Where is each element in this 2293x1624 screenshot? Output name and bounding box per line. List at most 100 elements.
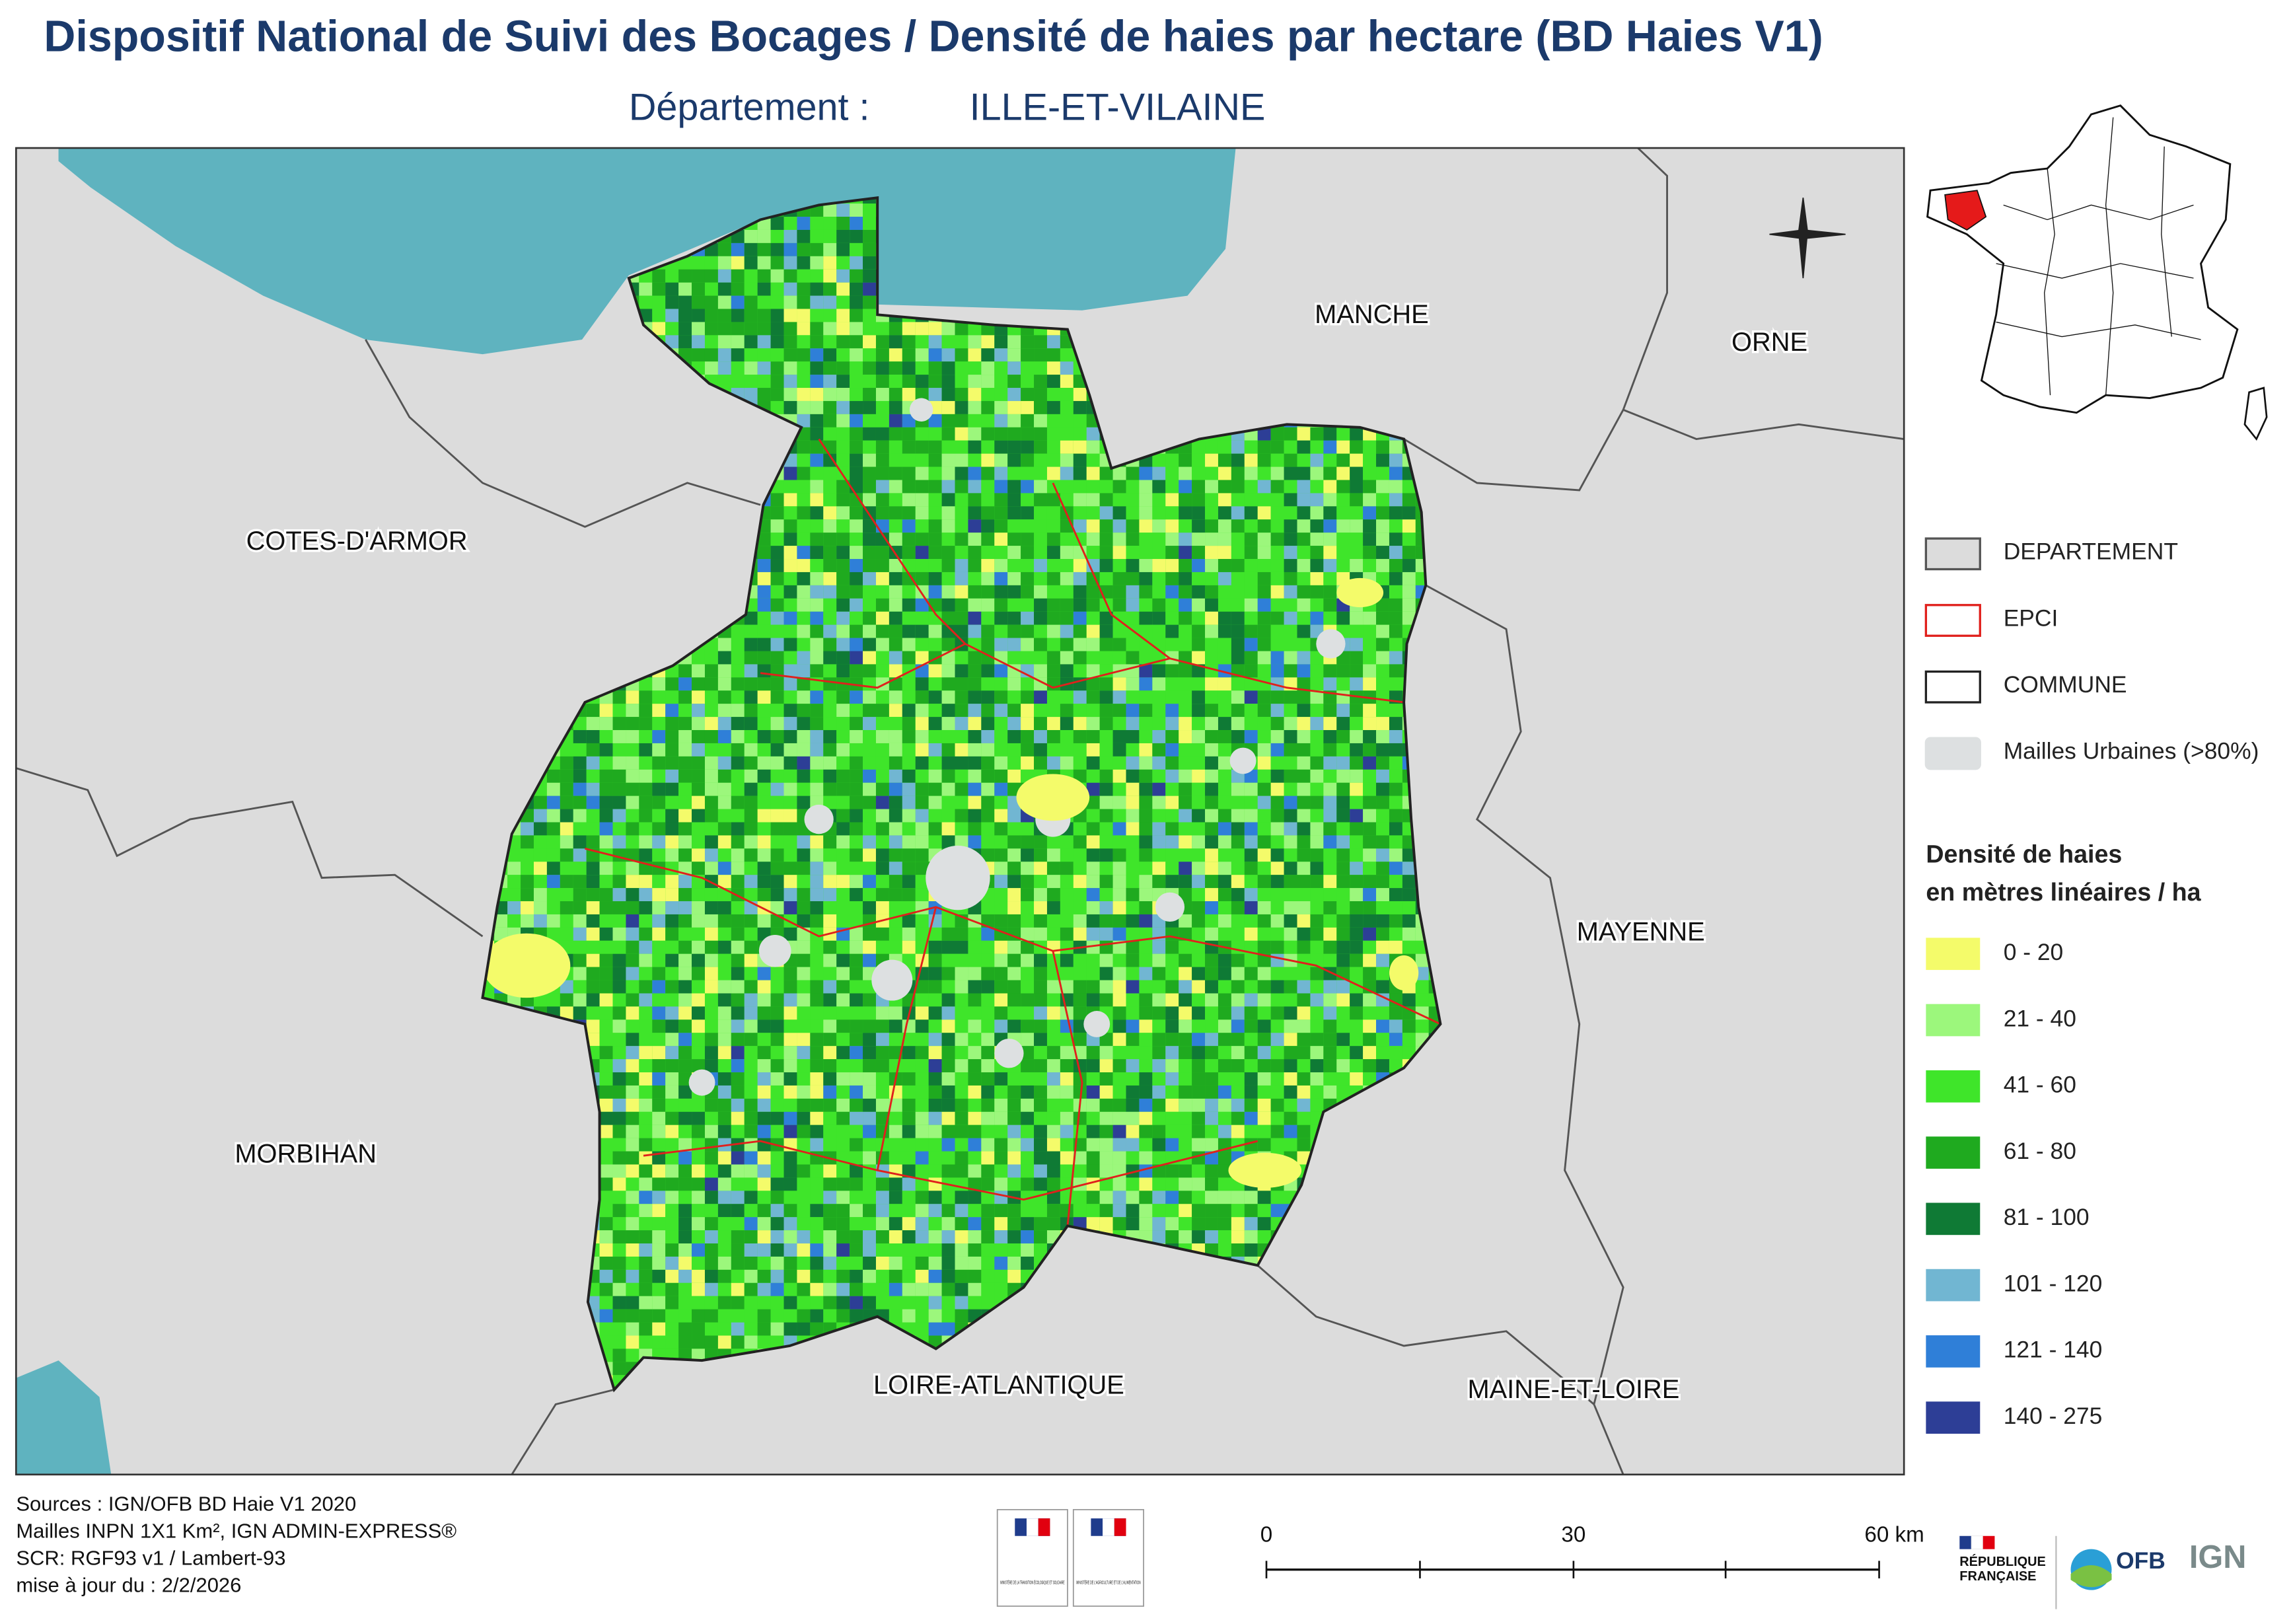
- density-cell: [902, 414, 916, 427]
- density-cell: [850, 940, 863, 954]
- density-cell: [1257, 638, 1271, 651]
- density-cell: [1376, 704, 1389, 718]
- density-cell: [1034, 980, 1047, 994]
- density-cell: [612, 993, 626, 1007]
- density-cell: [1060, 466, 1074, 480]
- density-cell: [863, 1033, 876, 1047]
- density-cell: [770, 980, 784, 994]
- density-cell: [573, 914, 587, 928]
- density-cell: [1218, 848, 1231, 862]
- density-cell: [783, 862, 797, 875]
- density-cell: [823, 546, 837, 560]
- density-cell: [889, 533, 902, 546]
- density-cell: [994, 743, 1008, 757]
- density-cell: [560, 743, 573, 757]
- density-cell: [1231, 940, 1245, 954]
- density-cell: [1310, 559, 1324, 572]
- density-cell: [665, 295, 679, 309]
- density-cell: [1021, 901, 1035, 914]
- density-cell: [823, 375, 837, 388]
- density-cell: [1218, 559, 1231, 572]
- density-cell: [1192, 651, 1206, 665]
- density-cell: [1231, 651, 1245, 665]
- density-cell: [850, 1059, 863, 1073]
- density-cell: [1007, 743, 1021, 757]
- density-cell: [863, 782, 876, 796]
- density-cell: [744, 677, 758, 691]
- density-cell: [1389, 704, 1402, 718]
- density-cell: [1270, 875, 1284, 889]
- density-cell: [1297, 598, 1311, 612]
- density-cell: [1297, 1019, 1311, 1033]
- density-cell: [639, 769, 653, 783]
- density-cell: [968, 480, 982, 494]
- density-cell: [1007, 717, 1021, 731]
- density-cell: [573, 967, 587, 980]
- density-cell: [1297, 506, 1311, 520]
- density-cell: [678, 756, 692, 770]
- density-cell: [1046, 348, 1060, 362]
- density-cell: [1284, 888, 1297, 902]
- density-cell: [1046, 414, 1060, 427]
- density-cell: [1323, 953, 1337, 967]
- density-cell: [1139, 598, 1153, 612]
- density-cell: [744, 743, 758, 757]
- density-cell: [1099, 611, 1113, 625]
- density-cell: [1126, 704, 1140, 718]
- density-cell: [1007, 993, 1021, 1007]
- density-cell: [1152, 664, 1166, 678]
- density-cell: [915, 598, 929, 612]
- density-cell: [573, 743, 587, 757]
- density-cell: [1007, 414, 1021, 427]
- density-cell: [1284, 927, 1297, 941]
- density-cell: [797, 862, 811, 875]
- density-cell: [1376, 546, 1389, 560]
- density-cell: [770, 875, 784, 889]
- density-cell: [1165, 1033, 1179, 1047]
- density-cell: [599, 795, 613, 809]
- density-cell: [1257, 506, 1271, 520]
- density-cell: [941, 1033, 955, 1047]
- density-cell: [875, 361, 889, 375]
- density-cell: [639, 809, 653, 823]
- density-cell: [1363, 809, 1377, 823]
- density-cell: [652, 1019, 666, 1033]
- density-cell: [810, 638, 824, 651]
- density-cell: [1205, 717, 1218, 731]
- density-cell: [586, 927, 600, 941]
- density-cell: [1363, 466, 1377, 480]
- density-cell: [744, 862, 758, 875]
- density-cell: [757, 888, 771, 902]
- density-cell: [1126, 533, 1140, 546]
- density-cell: [1323, 901, 1337, 914]
- density-cell: [955, 400, 968, 414]
- density-cell: [1179, 1019, 1192, 1033]
- density-cell: [1323, 940, 1337, 954]
- density-cell: [1086, 809, 1100, 823]
- density-cell: [823, 295, 837, 309]
- density-cell: [850, 677, 863, 691]
- density-cell: [1336, 453, 1350, 467]
- density-cell: [1244, 585, 1258, 599]
- density-cell: [850, 835, 863, 849]
- density-cell: [941, 585, 955, 599]
- density-cell: [1363, 888, 1377, 902]
- density-cell: [981, 546, 995, 560]
- density-cell: [981, 769, 995, 783]
- density-cell: [797, 242, 811, 256]
- density-cell: [586, 822, 600, 836]
- density-cell: [717, 875, 731, 889]
- density-cell: [850, 888, 863, 902]
- density-cell: [941, 756, 955, 770]
- density-cell: [836, 572, 850, 585]
- density-cell: [994, 690, 1008, 704]
- density-cell: [1270, 1046, 1284, 1060]
- density-cell: [1021, 427, 1035, 441]
- density-cell: [1126, 638, 1140, 651]
- density-cell: [1046, 453, 1060, 467]
- density-cell: [1192, 795, 1206, 809]
- density-cell: [770, 256, 784, 270]
- density-cell: [1323, 795, 1337, 809]
- density-cell: [955, 572, 968, 585]
- density-cell: [1034, 651, 1047, 665]
